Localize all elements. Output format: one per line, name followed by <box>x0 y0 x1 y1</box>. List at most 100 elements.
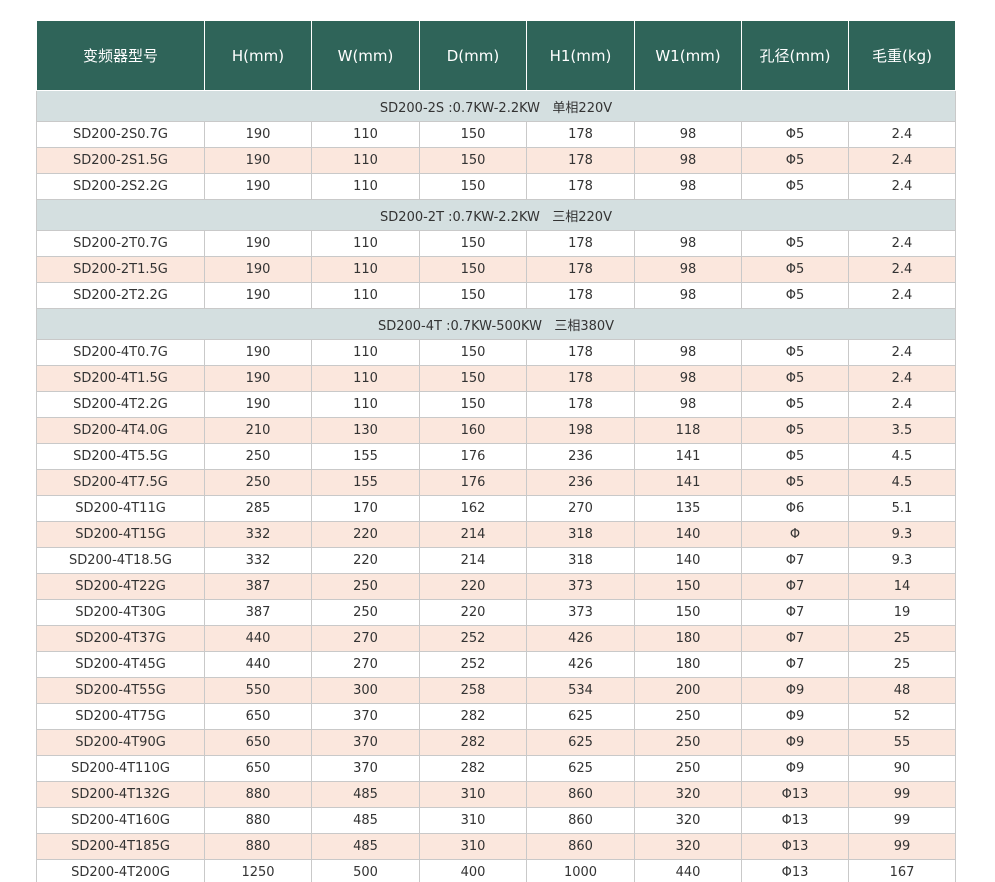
data-cell: SD200-4T5.5G <box>36 443 205 470</box>
data-cell: 150 <box>419 282 527 309</box>
data-cell: 550 <box>204 677 312 704</box>
data-cell: 2.4 <box>848 365 956 392</box>
data-cell: 332 <box>204 521 312 548</box>
data-cell: SD200-4T15G <box>36 521 205 548</box>
data-cell: SD200-4T132G <box>36 781 205 808</box>
data-cell: Φ7 <box>741 573 849 600</box>
data-cell: 880 <box>204 807 312 834</box>
data-cell: 150 <box>419 391 527 418</box>
data-cell: 1000 <box>526 859 635 882</box>
data-cell: Φ5 <box>741 121 849 148</box>
data-cell: 650 <box>204 755 312 782</box>
data-cell: 55 <box>848 729 956 756</box>
data-cell: 180 <box>634 651 742 678</box>
data-cell: 860 <box>526 833 635 860</box>
data-cell: 110 <box>311 121 420 148</box>
data-row: SD200-4T37G 440 270 252 426 180 Φ7 25 <box>36 625 956 652</box>
data-cell: 110 <box>311 339 420 366</box>
data-cell: Φ9 <box>741 755 849 782</box>
data-cell: 2.4 <box>848 391 956 418</box>
data-cell: SD200-4T55G <box>36 677 205 704</box>
data-row: SD200-2T2.2G 190 110 150 178 98 Φ5 2.4 <box>36 282 956 309</box>
data-cell: 99 <box>848 833 956 860</box>
data-cell: 860 <box>526 781 635 808</box>
data-cell: Φ5 <box>741 417 849 444</box>
data-cell: 14 <box>848 573 956 600</box>
data-cell: 98 <box>634 339 742 366</box>
data-cell: 285 <box>204 495 312 522</box>
data-cell: 270 <box>526 495 635 522</box>
section-row: SD200-2T :0.7KW-2.2KW 三相220V <box>36 199 956 231</box>
data-cell: 318 <box>526 521 635 548</box>
data-cell: 214 <box>419 521 527 548</box>
data-cell: 270 <box>311 625 420 652</box>
data-cell: SD200-4T18.5G <box>36 547 205 574</box>
data-cell: 150 <box>419 147 527 174</box>
data-cell: Φ6 <box>741 495 849 522</box>
data-cell: 190 <box>204 339 312 366</box>
data-cell: 130 <box>311 417 420 444</box>
data-cell: Φ5 <box>741 443 849 470</box>
data-cell: 300 <box>311 677 420 704</box>
data-cell: 220 <box>419 573 527 600</box>
data-cell: 236 <box>526 469 635 496</box>
data-cell: 52 <box>848 703 956 730</box>
data-cell: 178 <box>526 147 635 174</box>
header-cell: H(mm) <box>204 20 312 91</box>
data-cell: 534 <box>526 677 635 704</box>
data-cell: 99 <box>848 807 956 834</box>
data-cell: Φ5 <box>741 173 849 200</box>
data-row: SD200-4T2.2G 190 110 150 178 98 Φ5 2.4 <box>36 391 956 418</box>
data-row: SD200-2S0.7G 190 110 150 178 98 Φ5 2.4 <box>36 121 956 148</box>
data-cell: 140 <box>634 547 742 574</box>
data-cell: Φ5 <box>741 365 849 392</box>
data-cell: 250 <box>634 729 742 756</box>
data-cell: 3.5 <box>848 417 956 444</box>
data-cell: 282 <box>419 729 527 756</box>
data-cell: 150 <box>419 339 527 366</box>
data-cell: Φ7 <box>741 599 849 626</box>
data-cell: 110 <box>311 282 420 309</box>
data-cell: 252 <box>419 651 527 678</box>
data-cell: SD200-2T0.7G <box>36 230 205 257</box>
data-cell: 178 <box>526 173 635 200</box>
data-cell: 387 <box>204 573 312 600</box>
data-cell: 118 <box>634 417 742 444</box>
data-row: SD200-4T7.5G 250 155 176 236 141 Φ5 4.5 <box>36 469 956 496</box>
data-row: SD200-4T185G 880 485 310 860 320 Φ13 99 <box>36 833 956 860</box>
data-cell: 190 <box>204 173 312 200</box>
data-cell: 150 <box>419 230 527 257</box>
data-row: SD200-4T30G 387 250 220 373 150 Φ7 19 <box>36 599 956 626</box>
data-cell: 150 <box>634 573 742 600</box>
data-cell: 98 <box>634 173 742 200</box>
section-title: SD200-2S :0.7KW-2.2KW 单相220V <box>36 90 956 122</box>
data-cell: SD200-4T45G <box>36 651 205 678</box>
data-cell: 426 <box>526 651 635 678</box>
data-cell: 178 <box>526 121 635 148</box>
data-row: SD200-4T160G 880 485 310 860 320 Φ13 99 <box>36 807 956 834</box>
data-cell: 190 <box>204 282 312 309</box>
data-cell: 320 <box>634 833 742 860</box>
data-cell: 485 <box>311 833 420 860</box>
data-cell: 98 <box>634 365 742 392</box>
data-cell: 320 <box>634 807 742 834</box>
data-cell: 2.4 <box>848 147 956 174</box>
header-cell: W(mm) <box>311 20 420 91</box>
data-cell: 220 <box>311 547 420 574</box>
data-cell: 2.4 <box>848 339 956 366</box>
data-cell: 90 <box>848 755 956 782</box>
data-cell: Φ5 <box>741 256 849 283</box>
data-cell: 178 <box>526 230 635 257</box>
data-cell: 220 <box>311 521 420 548</box>
data-cell: 310 <box>419 833 527 860</box>
data-cell: 150 <box>634 599 742 626</box>
data-cell: 440 <box>634 859 742 882</box>
data-cell: SD200-4T2.2G <box>36 391 205 418</box>
data-row: SD200-2S1.5G 190 110 150 178 98 Φ5 2.4 <box>36 147 956 174</box>
data-cell: Φ9 <box>741 729 849 756</box>
data-row: SD200-4T55G 550 300 258 534 200 Φ9 48 <box>36 677 956 704</box>
data-cell: 5.1 <box>848 495 956 522</box>
data-cell: Φ9 <box>741 703 849 730</box>
data-cell: 155 <box>311 443 420 470</box>
